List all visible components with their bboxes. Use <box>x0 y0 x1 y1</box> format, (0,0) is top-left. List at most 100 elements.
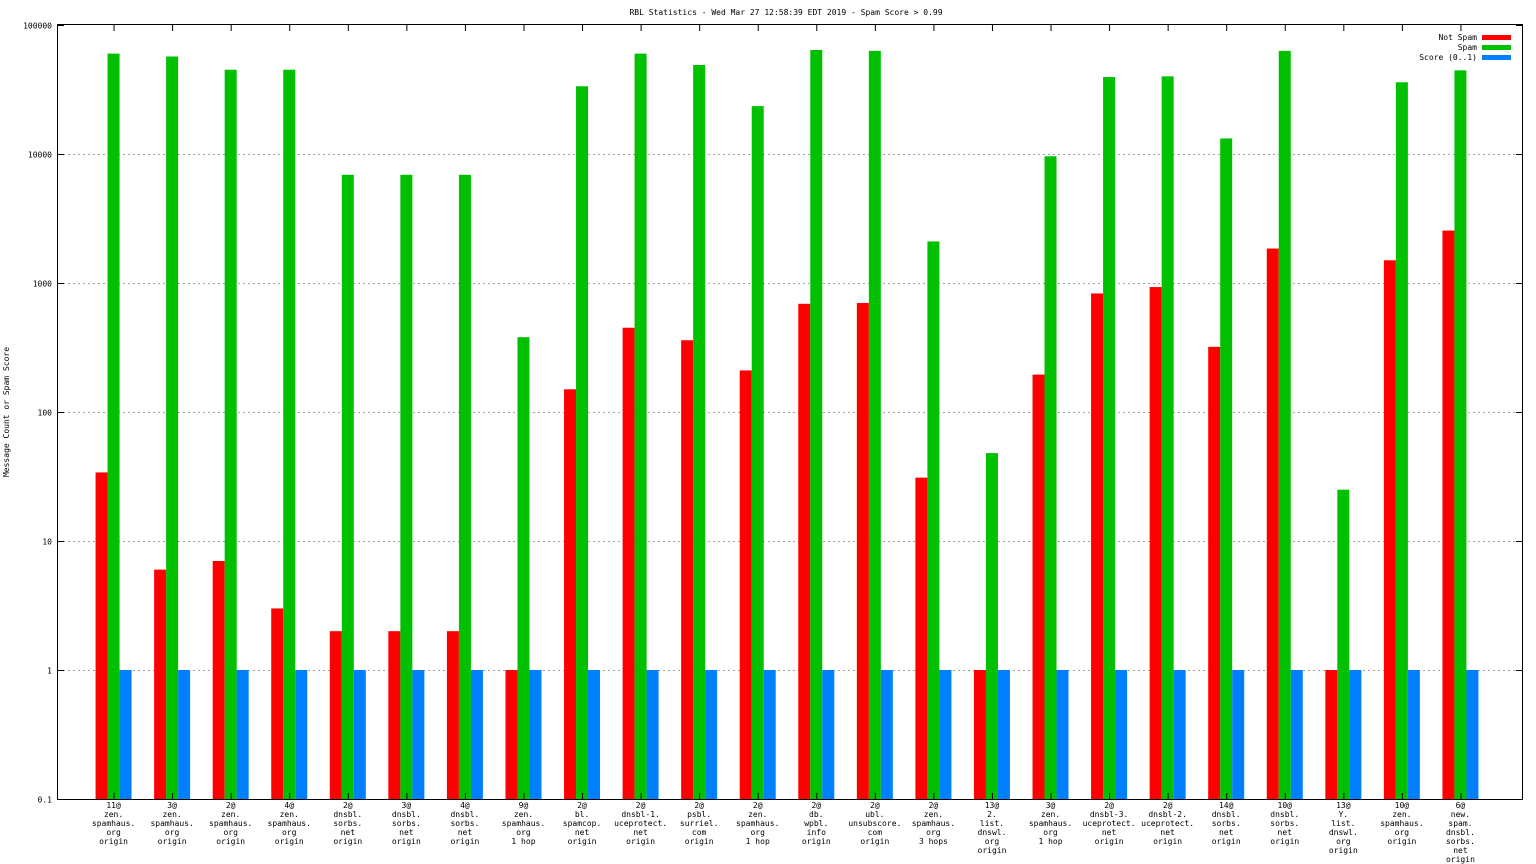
bar-not-spam <box>388 631 401 799</box>
gridlines <box>58 154 1522 671</box>
bar-score <box>880 670 893 799</box>
bar-not-spam <box>1208 346 1221 799</box>
bar-not-spam <box>154 569 167 799</box>
bar-not-spam <box>1325 670 1338 799</box>
bar-spam <box>634 53 647 800</box>
legend-label: Score (0..1) <box>1419 53 1477 62</box>
y-tick-label: 10000 <box>28 151 52 160</box>
x-tick-label: 2@ dnsbl-1. uceprotect. net origin <box>614 801 667 846</box>
bar-not-spam <box>739 370 752 799</box>
bar-spam <box>517 337 530 799</box>
legend-swatch <box>1482 45 1511 50</box>
bar-not-spam <box>622 327 635 799</box>
bar-score <box>470 670 483 799</box>
bar-score <box>353 670 366 799</box>
x-tick-label: 9@ zen. spamhaus. org 1 hop <box>502 801 545 846</box>
chart-title: RBL Statistics - Wed Mar 27 12:58:39 EDT… <box>629 8 942 17</box>
bar-not-spam <box>856 302 869 799</box>
bar-score <box>588 670 601 799</box>
x-tick-label: 2@ dnsbl-2. uceprotect. net origin <box>1141 801 1194 846</box>
bar-spam <box>985 453 998 799</box>
x-tick-label: 3@ zen. spamhaus. org 1 hop <box>1029 801 1072 846</box>
bar-spam <box>224 69 237 799</box>
bar-spam <box>576 86 589 799</box>
bar-spam <box>341 174 354 800</box>
bar-score <box>178 670 191 799</box>
x-tick-label: 11@ zen. spamhaus. org origin <box>92 801 135 846</box>
bar-spam <box>1337 489 1350 799</box>
bar-spam <box>810 50 823 799</box>
bar-not-spam <box>505 670 518 799</box>
bar-spam <box>1044 156 1057 800</box>
x-tick-label: 6@ new. spam. dnsbl. sorbs. net origin <box>1446 801 1475 864</box>
bar-not-spam <box>915 477 928 799</box>
bar-score <box>997 670 1010 799</box>
x-tick-label: 2@ ubl. unsubscore. com origin <box>848 801 901 846</box>
x-tick-label: 2@ zen. spamhaus. org origin <box>209 801 252 846</box>
bar-score <box>295 670 308 799</box>
x-tick-label: 3@ zen. spamhaus. org origin <box>150 801 193 846</box>
y-tick-label: 0.1 <box>38 796 53 805</box>
bar-score <box>119 670 132 799</box>
bar-spam <box>1220 138 1233 799</box>
bar-score <box>705 670 718 799</box>
bar-score <box>1466 670 1479 799</box>
legend-swatch <box>1482 35 1511 40</box>
y-tick-label: 1 <box>47 667 52 676</box>
bars <box>95 50 1479 800</box>
bar-spam <box>868 50 881 799</box>
y-tick-label: 100000 <box>23 22 52 31</box>
y-tick-label: 100 <box>38 409 53 418</box>
bar-not-spam <box>1032 374 1045 799</box>
x-tick-label: 2@ db. wpbl. info origin <box>802 801 831 846</box>
bar-score <box>939 670 952 799</box>
legend-swatch <box>1482 55 1511 60</box>
bar-spam <box>166 56 179 800</box>
bar-not-spam <box>973 670 986 799</box>
bar-score <box>1115 670 1128 799</box>
y-axis-label: Message Count or Spam Score <box>2 347 11 477</box>
x-tick-label: 4@ zen. spamhaus. org origin <box>268 801 311 846</box>
x-tick-label: 2@ psbl. surriel. com origin <box>680 801 719 846</box>
bar-spam <box>1395 82 1408 799</box>
bar-score <box>1349 670 1362 799</box>
x-tick-label: 14@ dnsbl. sorbs. net origin <box>1212 801 1241 846</box>
legend-label: Not Spam <box>1438 33 1477 42</box>
bar-spam <box>400 174 413 800</box>
bar-spam <box>458 174 471 800</box>
x-tick-label: 13@ 2. list. dnswl. org origin <box>978 801 1007 855</box>
bar-not-spam <box>1149 287 1162 799</box>
bar-not-spam <box>798 303 811 799</box>
legend-label: Spam <box>1458 43 1477 52</box>
bar-not-spam <box>212 560 225 799</box>
x-tick-label: 2@ zen. spamhaus. org 3 hops <box>912 801 955 846</box>
bar-score <box>529 670 542 799</box>
x-tick-label: 10@ dnsbl. sorbs. net origin <box>1270 801 1299 846</box>
bar-score <box>1056 670 1069 799</box>
x-tick-label: 10@ zen. spamhaus. org origin <box>1380 801 1423 846</box>
bar-not-spam <box>681 340 694 799</box>
y-tick-label: 1000 <box>33 280 52 289</box>
x-tick-label: 13@ Y. list. dnswl. org origin <box>1329 801 1358 855</box>
y-tick-label: 10 <box>42 538 52 547</box>
x-axis-tick-labels: 11@ zen. spamhaus. org origin 3@ zen. spamhaus.… <box>92 25 1475 864</box>
bar-score <box>1407 670 1420 799</box>
bar-not-spam <box>1442 230 1455 799</box>
bar-not-spam <box>329 631 342 799</box>
bar-spam <box>693 64 706 799</box>
bar-spam <box>1278 50 1291 799</box>
bar-spam <box>1454 70 1467 799</box>
plot-frame <box>57 24 1523 800</box>
x-tick-label: 3@ dnsbl. sorbs. net origin <box>392 801 421 846</box>
bar-score <box>763 670 776 799</box>
bar-not-spam <box>1383 260 1396 799</box>
x-tick-label: 2@ bl. spamcop. net origin <box>563 801 602 846</box>
bar-not-spam <box>1266 248 1279 799</box>
bar-score <box>1173 670 1186 799</box>
bar-score <box>236 670 249 799</box>
bar-score <box>646 670 659 799</box>
bar-spam <box>751 106 764 799</box>
x-tick-label: 2@ zen. spamhaus. org 1 hop <box>736 801 779 846</box>
